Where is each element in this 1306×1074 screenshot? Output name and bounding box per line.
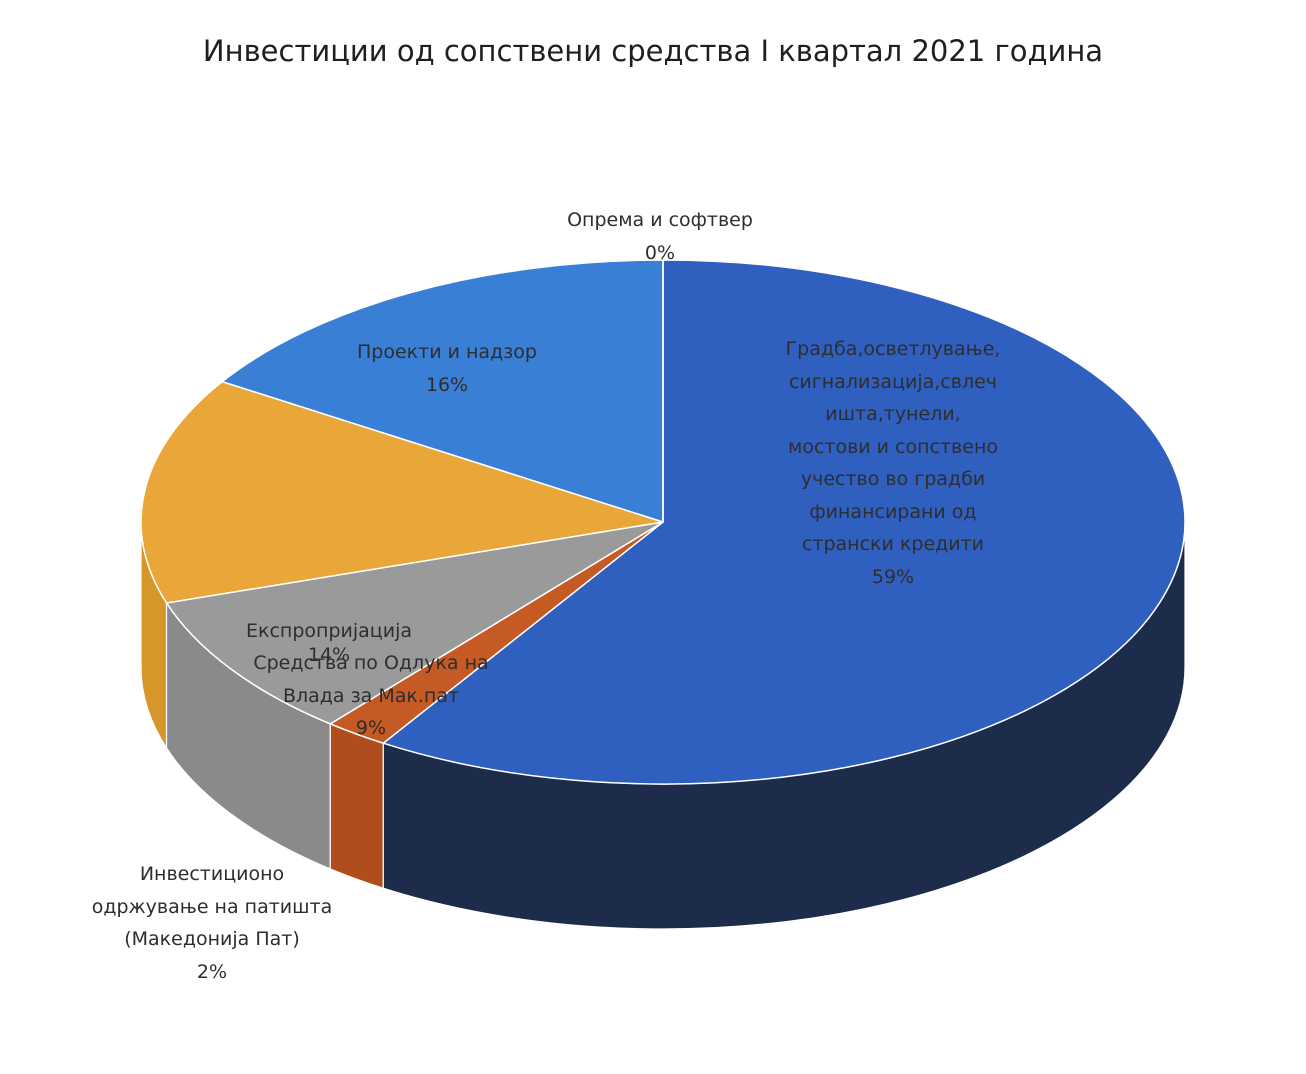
data-label-line: Проекти и надзор (357, 341, 537, 363)
data-label-1: Инвестиционо одржување на патишта (Македон… (42, 858, 382, 988)
data-label-line: Средства по Одлука на (253, 652, 489, 674)
data-label-line: учество во градби (800, 468, 986, 490)
data-label-percent: 9% (355, 717, 387, 739)
pie-sides (140, 521, 1186, 930)
data-label-3: Експропријација 14% (159, 615, 499, 666)
data-label-percent: 14% (307, 644, 351, 666)
data-label-5: Опрема и софтвер 0% (490, 204, 830, 269)
data-label-line: Влада за Мак.пат (282, 684, 460, 707)
data-label-line: одржување на патишта (91, 895, 333, 918)
data-label-line: Опрема и софтвер (567, 209, 753, 231)
data-label-line: Експропријација (246, 620, 412, 642)
data-label-percent: 2% (196, 960, 228, 983)
data-label-line: странски кредити (801, 533, 985, 555)
data-label-4: Проекти и надзор 16% (277, 336, 617, 401)
pie-slice-3 (140, 380, 664, 604)
data-label-line: ишта,тунели, (825, 403, 961, 425)
data-label-line: мостови и сопствено (787, 435, 998, 458)
data-label-line: финансирани од (809, 500, 977, 523)
data-label-percent: 16% (425, 373, 469, 396)
data-label-line: сигнализација,свлеч (788, 370, 998, 393)
pie-slice-0 (381, 259, 1186, 785)
pie-tops (140, 259, 1186, 785)
data-label-percent: 59% (871, 565, 915, 588)
data-label-line: Инвестиционо (139, 863, 285, 885)
data-label-percent: 0% (644, 241, 676, 264)
chart-title: Инвестиции од сопствени средства I кварт… (202, 34, 1104, 68)
data-label-0: Градба,осветлување, сигнализација,свлеч иш… (723, 333, 1063, 593)
data-label-line: Градба,осветлување, (785, 338, 1001, 360)
pie-slice-4 (220, 259, 664, 524)
data-label-2: Средства по Одлука на Влада за Мак.пат 9% (201, 647, 541, 745)
data-label-line: (Македонија Пат) (124, 928, 300, 950)
pie-slice-2 (165, 521, 664, 725)
